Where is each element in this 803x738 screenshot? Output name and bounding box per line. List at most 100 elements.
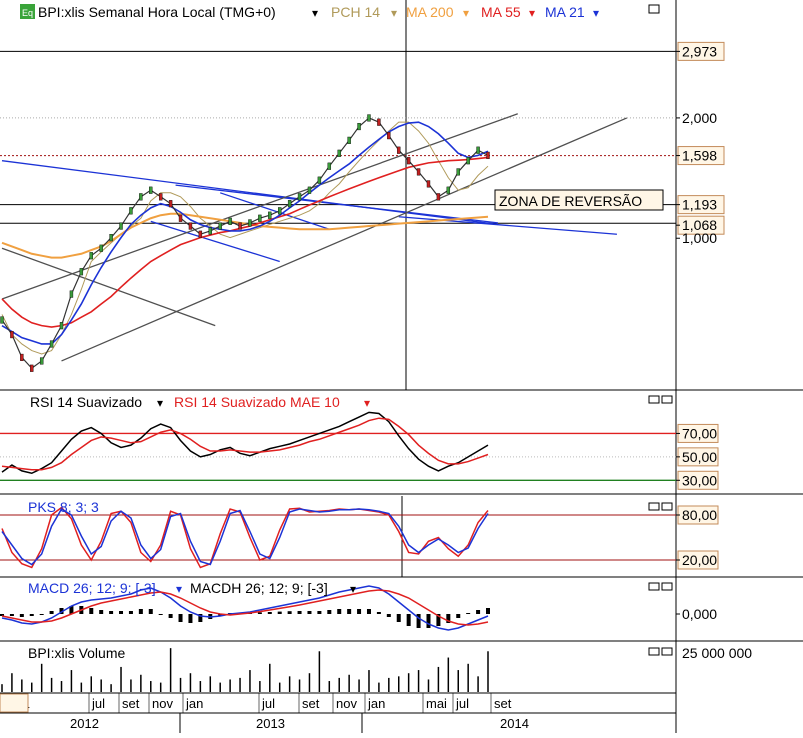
legend-ma200-dropdown-icon[interactable]: ▾ xyxy=(463,6,469,20)
price-pane xyxy=(0,50,676,372)
x-axis-month-label: jul xyxy=(91,696,105,711)
price-candle xyxy=(20,353,24,361)
macd-histogram-bar xyxy=(307,611,312,614)
rsi-axis-label-2: 30,00 xyxy=(682,472,717,488)
price-candle xyxy=(238,222,242,230)
legend-ma55-dropdown-icon[interactable]: ▾ xyxy=(529,6,535,20)
pks-pane xyxy=(0,506,676,569)
price-candle xyxy=(218,222,222,230)
x-axis-year-label: 2012 xyxy=(70,716,99,731)
legend-ma21-dropdown-icon[interactable]: ▾ xyxy=(593,6,599,20)
price-candle xyxy=(416,168,421,176)
legend-rsi-mae[interactable]: RSI 14 Suavizado MAE 10 xyxy=(174,394,340,410)
price-candle xyxy=(297,193,302,201)
pks-pane-header: PKS 8; 3; 3 xyxy=(28,499,673,515)
macd-histogram-bar xyxy=(386,614,391,617)
volume-axis-label-0: 25 000 000 xyxy=(682,645,752,661)
price-pane-header: Eq BPI:xlis Semanal Hora Local (TMG+0) ▾… xyxy=(20,4,660,20)
macd-histogram-bar xyxy=(0,614,4,616)
legend-ma21[interactable]: MA 21 xyxy=(545,4,585,20)
price-candle xyxy=(198,230,203,238)
legend-rsi[interactable]: RSI 14 Suavizado xyxy=(30,394,142,410)
macd-histogram-bar xyxy=(297,611,302,614)
price-axis-label-4: 1,068 xyxy=(682,217,717,233)
rsi-axis-label-1: 50,00 xyxy=(682,449,717,465)
price-candle xyxy=(456,168,460,176)
price-candle xyxy=(168,200,173,208)
macd-histogram-bar xyxy=(148,609,153,614)
price-candle xyxy=(327,162,332,170)
macd-histogram-bar xyxy=(466,613,471,614)
macd-histogram-bar xyxy=(39,614,44,615)
price-candle xyxy=(99,244,103,252)
macd-histogram-bar xyxy=(168,614,173,618)
price-candle xyxy=(397,146,401,154)
maximize-rsi-pane-icon[interactable] xyxy=(661,395,673,404)
x-axis-month-label: jul xyxy=(261,696,275,711)
macd-histogram-bar xyxy=(347,609,352,614)
legend-ma200[interactable]: MA 200 xyxy=(406,4,454,20)
macd-histogram-bar xyxy=(456,614,461,618)
legend-pks[interactable]: PKS 8; 3; 3 xyxy=(28,499,99,515)
maximize-volume-pane-icon[interactable] xyxy=(661,647,673,656)
macd-histogram-bar xyxy=(446,614,451,623)
x-axis-month-label: set xyxy=(494,696,512,711)
price-candle xyxy=(30,364,34,372)
legend-rsi-dropdown-icon[interactable]: ▾ xyxy=(157,396,163,410)
price-candle xyxy=(287,200,292,208)
macd-histogram-bar xyxy=(396,614,401,622)
macd-histogram-bar xyxy=(317,611,322,614)
minimize-rsi-pane-icon[interactable] xyxy=(648,395,660,404)
minimize-volume-pane-icon[interactable] xyxy=(648,647,660,656)
macd-histogram-bar xyxy=(188,614,193,623)
legend-macd[interactable]: MACD 26; 12; 9; [-3] xyxy=(28,580,156,596)
legend-rsi-mae-dropdown-icon[interactable]: ▾ xyxy=(364,396,370,410)
macd-histogram-bar xyxy=(357,609,362,614)
price-axis-label-3: 1,193 xyxy=(682,197,717,213)
minimize-pks-pane-icon[interactable] xyxy=(648,502,660,511)
price-candle xyxy=(79,268,84,276)
price-candle xyxy=(307,186,312,194)
price-candle xyxy=(377,118,381,126)
macd-series-line-0 xyxy=(1,585,489,631)
price-candle xyxy=(149,186,153,194)
maximize-pks-pane-icon[interactable] xyxy=(661,502,673,511)
volume-pane xyxy=(1,648,489,692)
price-candle xyxy=(476,146,480,154)
legend-macdh-dropdown-icon[interactable]: ▾ xyxy=(350,582,356,596)
rsi-pane xyxy=(0,411,676,481)
macd-histogram-bar xyxy=(178,614,183,622)
legend-macd-dropdown-icon[interactable]: ▾ xyxy=(176,582,182,596)
title-dropdown-icon[interactable]: ▾ xyxy=(312,6,318,20)
macd-histogram-bar xyxy=(69,606,74,614)
legend-volume[interactable]: BPI:xlis Volume xyxy=(28,645,125,661)
macd-histogram-bar xyxy=(89,608,94,614)
macd-pane xyxy=(0,585,490,631)
price-candle xyxy=(39,357,44,365)
price-candle xyxy=(317,176,322,184)
legend-pch-dropdown-icon[interactable]: ▾ xyxy=(391,6,397,20)
legend-macdh[interactable]: MACDH 26; 12; 9; [-3] xyxy=(190,580,328,596)
rsi-pane-header: RSI 14 Suavizado ▾ RSI 14 Suavizado MAE … xyxy=(30,394,673,410)
legend-ma55[interactable]: MA 55 xyxy=(481,4,521,20)
x-axis-month-label: nov xyxy=(336,696,357,711)
minimize-macd-pane-icon[interactable] xyxy=(648,582,660,591)
reversal-zone-annotation: ZONA DE REVERSÃO xyxy=(494,189,664,211)
price-axis-label-2: 1,598 xyxy=(682,148,717,164)
trendline-blue-channel-high xyxy=(219,192,330,230)
macd-histogram-bar xyxy=(119,611,124,614)
macd-histogram-bar xyxy=(277,611,282,614)
macd-axis-label-0: 0,000 xyxy=(682,606,717,622)
trendline-gray-down xyxy=(1,247,216,327)
macd-histogram-bar xyxy=(327,610,332,614)
price-candle xyxy=(228,217,232,225)
price-candle xyxy=(248,219,252,227)
price-axis-label-1: 2,000 xyxy=(682,110,717,126)
maximize-price-pane-icon[interactable] xyxy=(648,4,660,14)
legend-pch[interactable]: PCH 14 xyxy=(331,4,380,20)
maximize-macd-pane-icon[interactable] xyxy=(661,582,673,591)
eq-icon[interactable] xyxy=(20,4,35,19)
macd-histogram-bar xyxy=(366,609,371,614)
